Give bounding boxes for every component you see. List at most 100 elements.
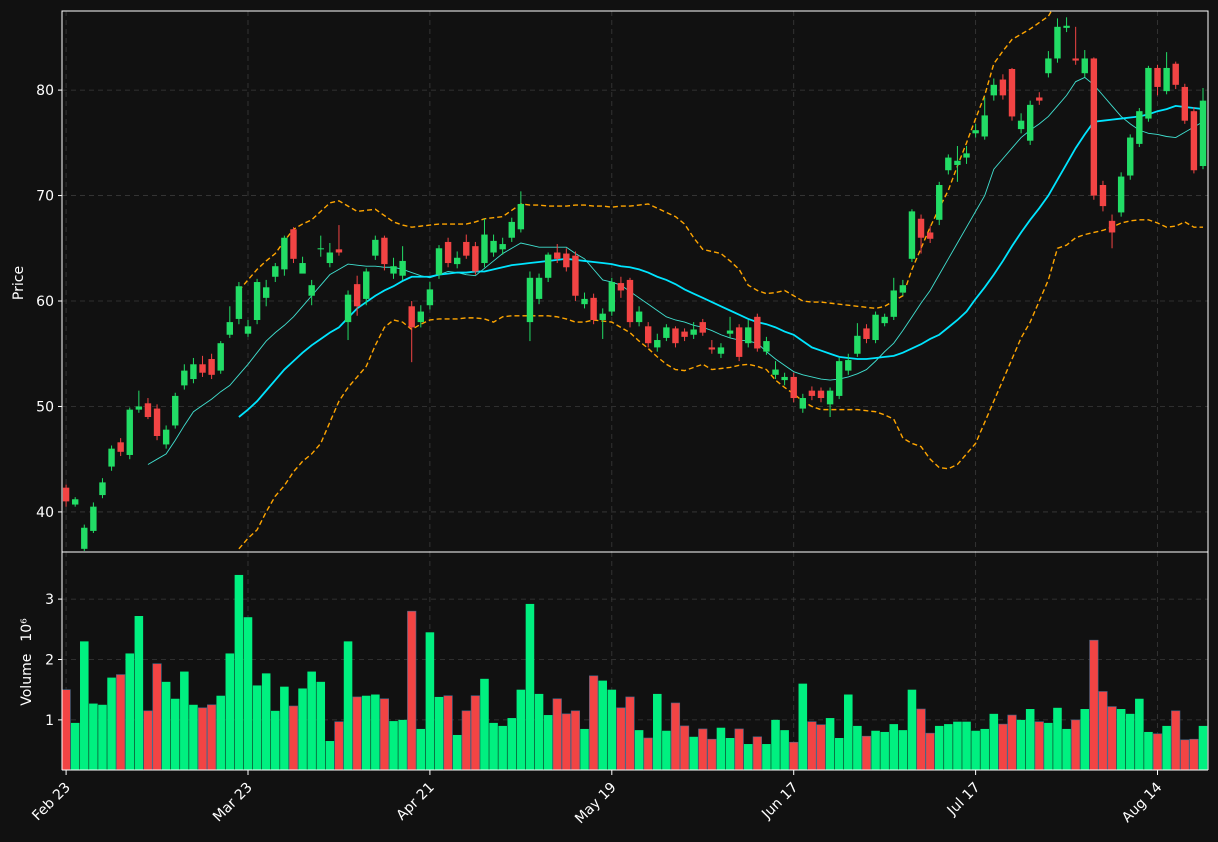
candle-body	[563, 253, 570, 268]
volume-bar	[125, 653, 135, 770]
candle-body	[1154, 67, 1161, 87]
volume-bar	[916, 708, 926, 771]
candle-body	[854, 335, 861, 354]
volume-bar	[143, 710, 153, 771]
candle-body	[244, 326, 252, 334]
candle-body	[71, 499, 79, 505]
volume-bar	[389, 721, 398, 770]
volume-bar	[679, 725, 690, 771]
candle-body	[808, 390, 816, 396]
candle-body	[1172, 63, 1179, 85]
price-plot	[62, 11, 1207, 551]
volume-bar	[1180, 739, 1190, 771]
candle-body	[826, 390, 834, 405]
candle-body	[899, 285, 907, 293]
y-tick-label: 80	[36, 83, 54, 99]
candle-body	[635, 311, 643, 323]
volume-bar	[598, 680, 607, 770]
candle-body	[1045, 58, 1052, 74]
candle-body	[208, 359, 215, 375]
volume-bar	[180, 671, 189, 770]
candle-body	[608, 282, 616, 312]
volume-bar	[907, 689, 917, 770]
volume-bar	[470, 695, 480, 771]
volume-bar	[816, 724, 826, 771]
volume-bar	[1089, 639, 1099, 771]
candle-body	[444, 241, 452, 264]
y-axis-label: Price	[11, 266, 27, 300]
volume-bar	[152, 663, 162, 771]
volume-bar	[898, 730, 908, 770]
volume-bar	[1080, 709, 1090, 770]
candle-body	[390, 266, 397, 274]
candle-body	[726, 330, 734, 334]
candle-body	[1036, 97, 1043, 101]
volume-bar	[1107, 706, 1117, 771]
candle-body	[126, 409, 133, 455]
volume-bar	[752, 736, 762, 771]
volume-bar	[561, 713, 571, 771]
candle-body	[699, 322, 706, 333]
volume-bar	[89, 703, 98, 770]
candle-body	[781, 376, 788, 381]
candle-body	[554, 252, 561, 259]
volume-bar	[116, 674, 126, 771]
candle-body	[499, 244, 506, 250]
candle-body	[317, 248, 324, 250]
candle-body	[453, 257, 461, 265]
candle-body	[508, 221, 515, 238]
volume-bar	[107, 677, 116, 770]
volume-bar	[853, 725, 862, 770]
candle-body	[544, 254, 552, 278]
volume-bar	[1198, 725, 1208, 770]
candle-body	[917, 218, 925, 238]
candle-body	[463, 241, 470, 256]
candle-body	[1026, 104, 1034, 141]
volume-bar	[925, 732, 935, 771]
volume-bar	[998, 723, 1008, 771]
volume-bar	[1116, 709, 1126, 770]
candle-body	[936, 185, 943, 220]
candle-body	[535, 277, 543, 299]
volume-bar	[725, 737, 735, 770]
volume-bar	[334, 721, 344, 771]
candle-body	[763, 341, 770, 352]
candle-body	[99, 482, 106, 496]
candle-body	[199, 364, 206, 373]
candle-body	[135, 406, 143, 410]
candle-body	[981, 115, 988, 137]
volume-bar	[698, 728, 708, 771]
candle-body	[863, 328, 870, 339]
y-tick-label: 2	[45, 652, 54, 668]
volume-bar	[643, 737, 653, 771]
candle-body	[1072, 58, 1079, 61]
candle-body	[926, 232, 934, 239]
volume-bar	[352, 696, 362, 771]
candle-body	[1063, 25, 1070, 28]
volume-bar	[170, 698, 180, 770]
candle-body	[481, 234, 488, 264]
volume-bar	[271, 710, 280, 770]
volume-bar	[525, 603, 535, 770]
volume-bar	[1125, 713, 1135, 770]
candle-body	[835, 361, 843, 396]
candle-body	[1099, 185, 1107, 207]
candle-body	[908, 211, 916, 259]
volume-bar	[80, 641, 89, 770]
volume-bar	[670, 702, 681, 771]
candle-body	[417, 311, 425, 323]
volume-bar	[197, 707, 208, 771]
volume-bar	[1098, 691, 1108, 771]
volume-bar	[1135, 698, 1144, 770]
volume-bar	[407, 610, 417, 771]
candle-body	[963, 153, 970, 158]
candle-body	[790, 376, 797, 399]
candle-body	[108, 448, 115, 467]
volume-bar	[280, 686, 289, 770]
volume-bar	[461, 710, 471, 771]
volume-bar	[161, 681, 171, 770]
volume-bar	[452, 734, 462, 770]
candle-body	[1127, 137, 1134, 176]
volume-bar	[689, 736, 698, 770]
